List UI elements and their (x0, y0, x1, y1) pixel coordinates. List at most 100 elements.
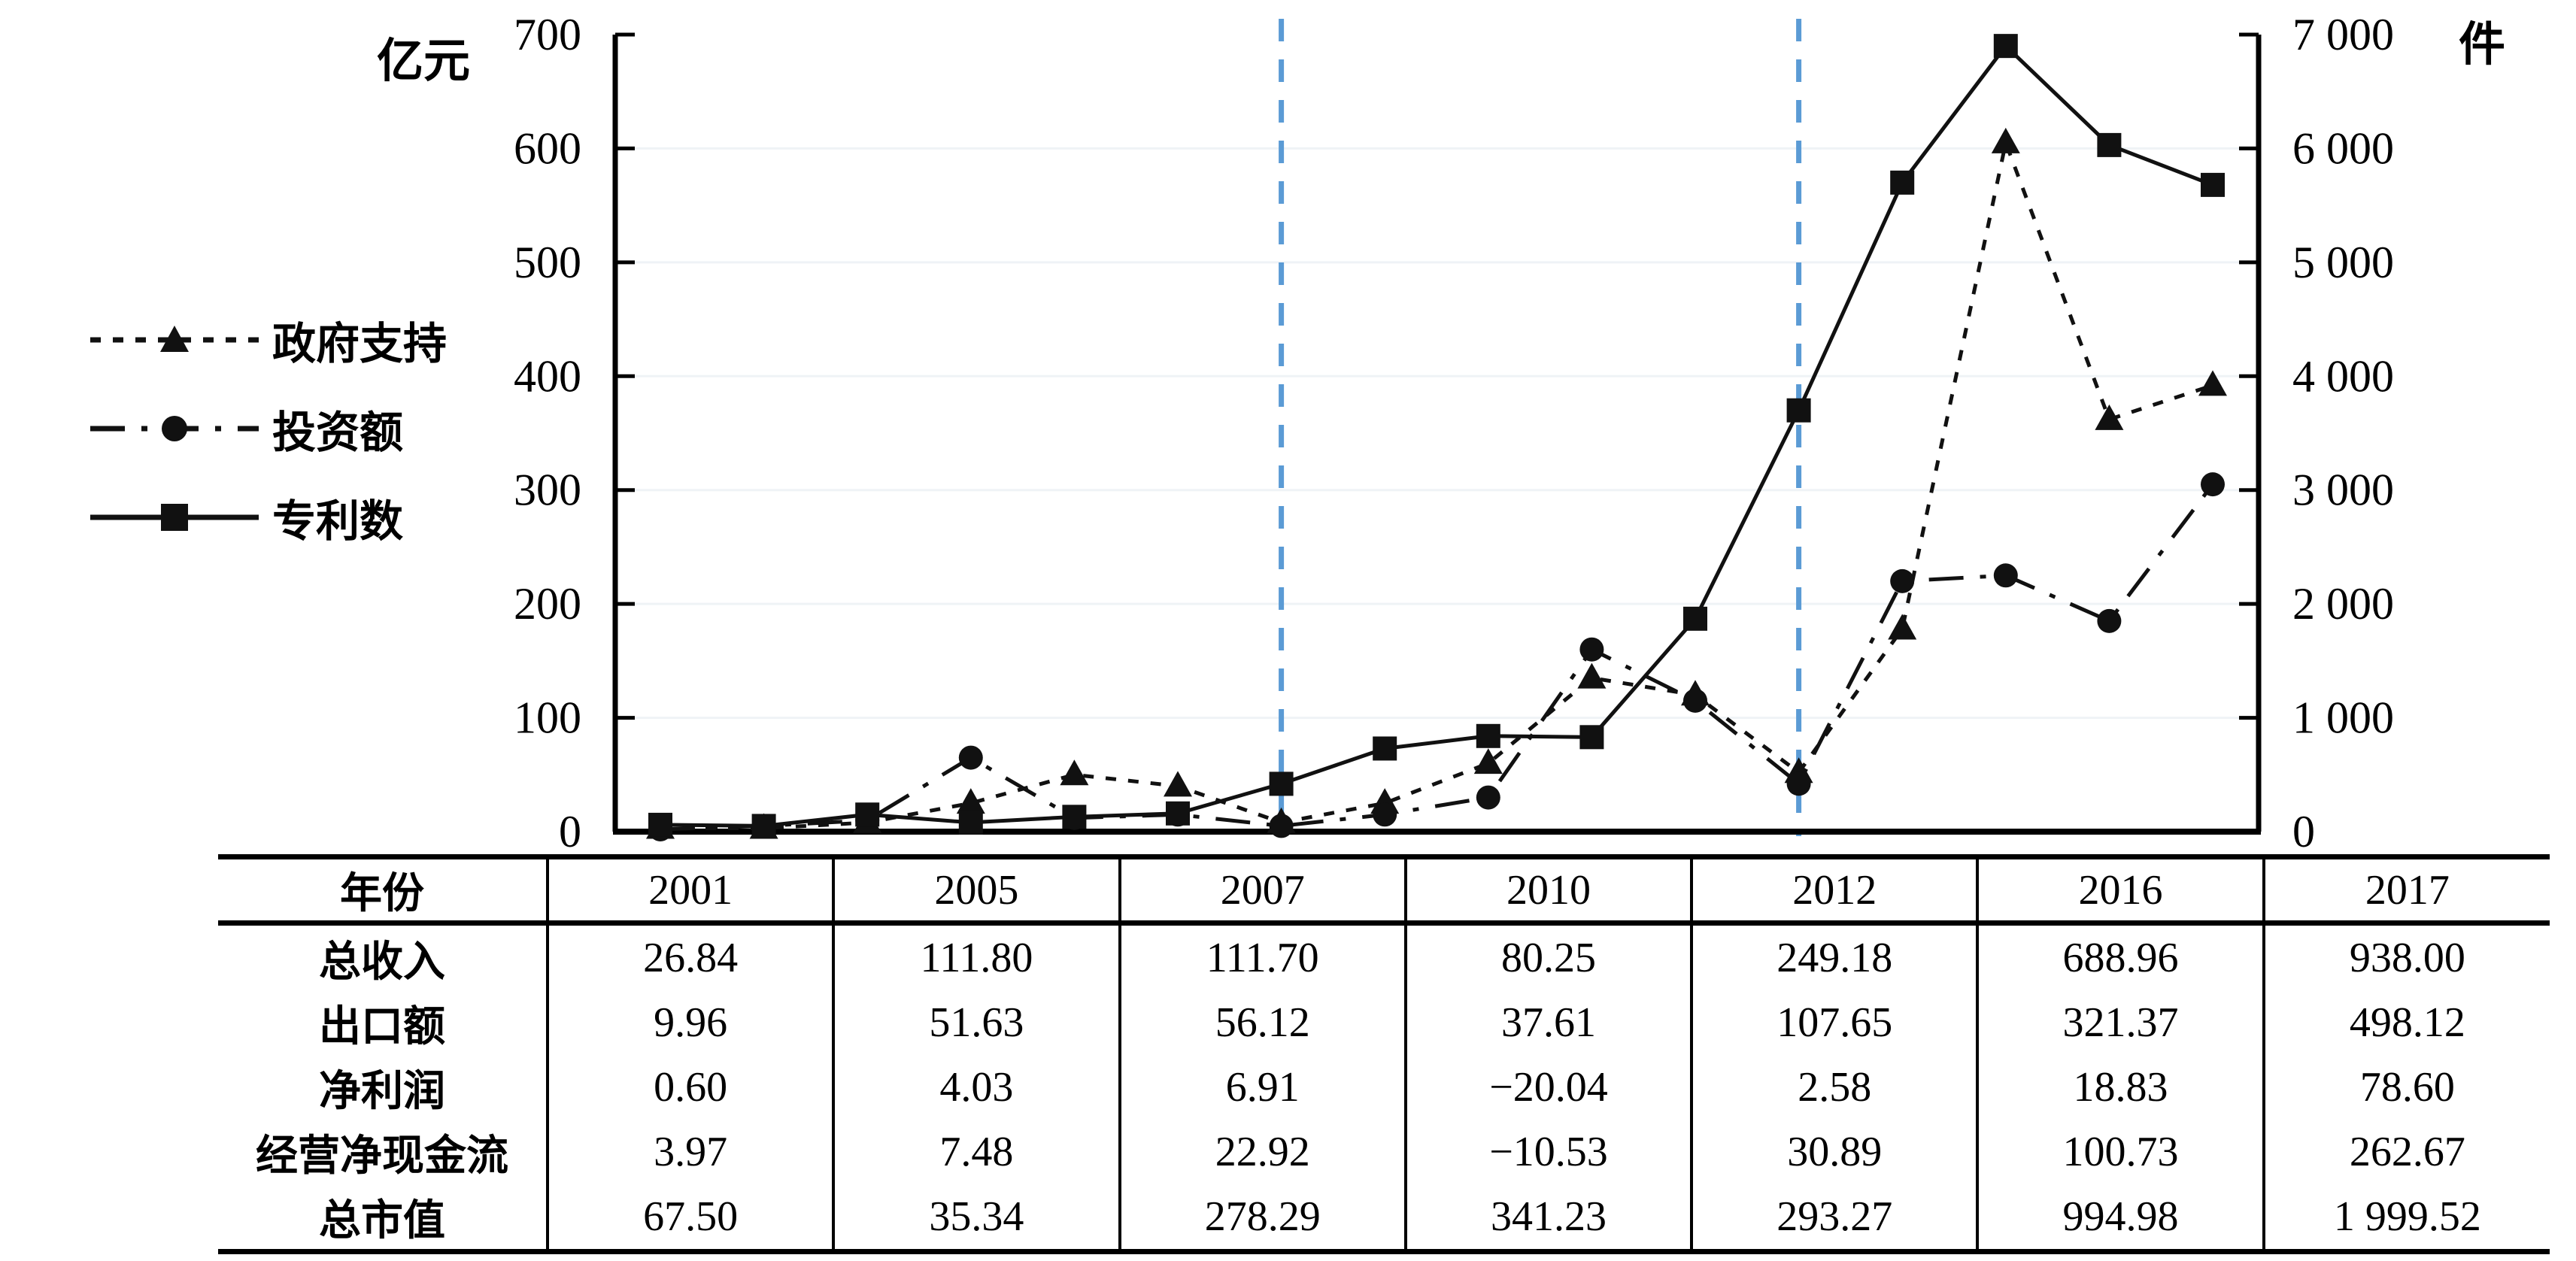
table-row-经营净现金流: 经营净现金流 3.97 7.48 22.92 −10.53 30.89 100.73 262.… (218, 1120, 2550, 1184)
left-tick-label: 600 (514, 123, 581, 173)
table-cell: 0.60 (545, 1055, 834, 1120)
investment-line-swatch-icon (90, 416, 259, 441)
row-label: 总收入 (319, 937, 445, 985)
right-tick-label: 4 000 (2292, 351, 2394, 401)
series-line-投资额 (660, 483, 2214, 832)
marker-triangle-2015 (2095, 404, 2124, 430)
table-cell: 35.34 (832, 1184, 1120, 1252)
table-cell: 100.73 (1976, 1120, 2264, 1184)
row-label: 净利润 (319, 1066, 445, 1114)
marker-square-2001 (648, 812, 672, 837)
marker-square-2016 (2201, 172, 2225, 197)
table-header-year-2007: 2007 (1118, 856, 1406, 926)
right-tick-label: 1 000 (2292, 693, 2394, 743)
marker-triangle-2004 (956, 788, 985, 814)
table-cell: 7.48 (832, 1120, 1120, 1184)
marker-circle-2004 (958, 745, 983, 770)
patents-line-swatch-icon (90, 504, 259, 531)
table-cell: 938.00 (2262, 923, 2550, 990)
table-row-净利润: 净利润 0.60 4.03 6.91 −20.04 2.58 18.83 78.60 (218, 1055, 2550, 1120)
table-cell: 22.92 (1118, 1120, 1406, 1184)
marker-circle-2010 (1579, 637, 1604, 662)
series-line-政府支持 (660, 135, 2213, 830)
right-axis-unit-label: 件 (2458, 20, 2505, 71)
line-chart: 0 100 200 300 400 500 600 700 0 1 000 2 000 3 000 4 … (514, 10, 2394, 856)
table-cell: 18.83 (1976, 1055, 2264, 1120)
left-tick-label: 500 (514, 238, 581, 287)
table-cell: 67.50 (545, 1184, 834, 1252)
table-cell: 111.80 (832, 923, 1120, 990)
right-tick-label: 0 (2292, 807, 2315, 850)
table-header-year-2010: 2010 (1403, 856, 1692, 926)
marker-square-2014 (1993, 34, 2018, 59)
table-cell: 107.65 (1690, 990, 1978, 1055)
marker-square-2012 (1786, 398, 1811, 423)
table-cell: 111.70 (1118, 923, 1406, 990)
marker-triangle-2016 (2198, 370, 2227, 396)
table-row-总收入: 总收入 26.84 111.80 111.70 80.25 249.18 688.96 938… (218, 923, 2550, 990)
table-cell: 80.25 (1403, 923, 1692, 990)
marker-triangle-2005 (1060, 759, 1089, 786)
left-tick-label: 400 (514, 351, 581, 401)
marker-triangle-2009 (1473, 748, 1503, 774)
marker-circle-2016 (2201, 472, 2225, 497)
left-tick-label: 0 (559, 807, 581, 850)
legend-label-investment: 投资额 (272, 408, 404, 457)
marker-square-2009 (1476, 723, 1500, 748)
marker-circle-2011 (1683, 688, 1707, 713)
right-tick-label: 6 000 (2292, 123, 2394, 173)
marker-square-2015 (2097, 132, 2122, 157)
marker-square-2010 (1579, 725, 1604, 750)
marker-circle-2012 (1786, 771, 1811, 796)
chart-legend: 政府支持 投资额 专利数 (89, 316, 447, 582)
table-cell: 6.91 (1118, 1055, 1406, 1120)
table-cell: 4.03 (832, 1055, 1120, 1120)
left-tick-label: 200 (514, 579, 581, 629)
marker-circle-2013 (1890, 568, 1915, 593)
marker-square-2004 (958, 810, 983, 835)
marker-square-2005 (1062, 805, 1087, 829)
marker-triangle-2006 (1164, 771, 1192, 797)
table-cell: 293.27 (1690, 1184, 1978, 1252)
table-cell: 1 999.52 (2262, 1184, 2550, 1252)
table-cell: 2.58 (1690, 1055, 1978, 1120)
right-tick-label: 5 000 (2292, 238, 2394, 287)
table-cell: 994.98 (1976, 1184, 2264, 1252)
table-header-row: 年份 2001 2005 2007 2010 2012 2016 2017 (218, 856, 2550, 926)
marker-triangle-2014 (1991, 127, 2020, 153)
left-tick-label: 300 (514, 465, 581, 515)
table-row-出口额: 出口额 9.96 51.63 56.12 37.61 107.65 321.37 498.12 (218, 990, 2550, 1055)
row-label: 总市值 (319, 1196, 445, 1244)
table-cell: 51.63 (832, 990, 1120, 1055)
legend-label-gov-support: 政府支持 (272, 320, 448, 368)
table-cell: −20.04 (1403, 1055, 1692, 1120)
table-cell: 341.23 (1403, 1184, 1692, 1252)
table-cell: 249.18 (1690, 923, 1978, 990)
marker-circle-2008 (1373, 802, 1397, 827)
series-line-专利数 (660, 43, 2213, 828)
table-cell: 688.96 (1976, 923, 2264, 990)
table-header-year-2001: 2001 (545, 856, 834, 926)
table-header-year-2005: 2005 (832, 856, 1120, 926)
marker-square-2006 (1166, 801, 1190, 826)
right-tick-label: 3 000 (2292, 465, 2394, 515)
legend-label-patents: 专利数 (272, 497, 404, 546)
marker-square-2007 (1269, 771, 1294, 796)
table-row-总市值: 总市值 67.50 35.34 278.29 341.23 293.27 994.98 1 9… (218, 1184, 2550, 1252)
marker-square-2008 (1373, 736, 1397, 761)
marker-circle-2014 (1993, 563, 2018, 588)
legend-item-investment: 投资额 (89, 405, 447, 457)
table-header-year-2017: 2017 (2262, 856, 2550, 926)
table-cell: 56.12 (1118, 990, 1406, 1055)
table-cell: 278.29 (1118, 1184, 1406, 1252)
marker-square-2003 (855, 802, 880, 827)
table-cell: 321.37 (1976, 990, 2264, 1055)
legend-item-gov-support: 政府支持 (89, 316, 447, 368)
table-header-year-2016: 2016 (1976, 856, 2264, 926)
table-cell: 30.89 (1690, 1120, 1978, 1184)
table-header-year-2012: 2012 (1690, 856, 1978, 926)
row-label: 经营净现金流 (256, 1131, 508, 1179)
table-cell: −10.53 (1403, 1120, 1692, 1184)
table-cell: 262.67 (2262, 1120, 2550, 1184)
